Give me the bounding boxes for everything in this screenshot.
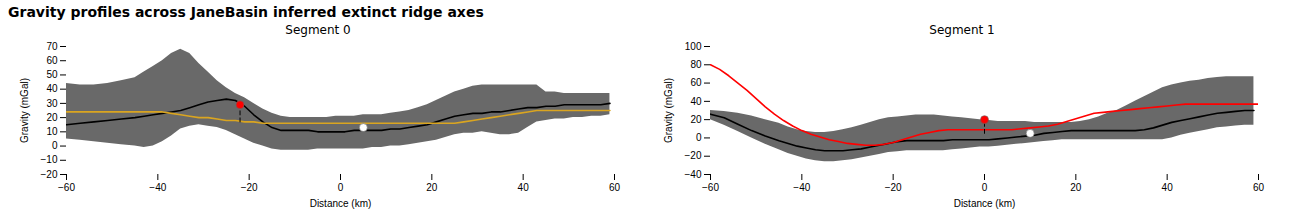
svg-text:20: 20: [1070, 182, 1082, 193]
svg-text:60: 60: [1253, 182, 1265, 193]
svg-text:−40: −40: [793, 182, 810, 193]
svg-text:20: 20: [46, 112, 58, 123]
html-text:Segment 1: Segment 1: [929, 23, 995, 37]
html-text:Segment 0: Segment 0: [285, 23, 351, 37]
svg-text:−20: −20: [41, 169, 58, 180]
svg-text:−60: −60: [702, 182, 719, 193]
svg-text:10: 10: [46, 126, 58, 137]
svg-text:−20: −20: [241, 182, 258, 193]
svg-text:Distance (km): Distance (km): [310, 198, 372, 209]
svg-text:70: 70: [46, 41, 58, 52]
svg-text:−20: −20: [885, 182, 902, 193]
svg-text:0: 0: [52, 140, 58, 151]
svg-text:Gravity (mGal): Gravity (mGal): [663, 78, 674, 143]
svg-text:80: 80: [690, 59, 702, 70]
svg-text:60: 60: [46, 55, 58, 66]
svg-text:40: 40: [518, 182, 530, 193]
svg-text:−20: −20: [685, 150, 702, 161]
svg-text:40: 40: [1162, 182, 1174, 193]
svg-text:60: 60: [609, 182, 621, 193]
svg-text:40: 40: [46, 83, 58, 94]
html-text:Gravity profiles across JaneBa: Gravity profiles across JaneBasin inferr…: [8, 4, 484, 20]
svg-text:100: 100: [685, 41, 702, 52]
svg-text:20: 20: [690, 114, 702, 125]
svg-text:50: 50: [46, 69, 58, 80]
svg-text:−40: −40: [685, 169, 702, 180]
svg-text:20: 20: [426, 182, 438, 193]
svg-text:0: 0: [982, 182, 988, 193]
svg-text:−10: −10: [41, 154, 58, 165]
svg-text:30: 30: [46, 98, 58, 109]
svg-text:0: 0: [696, 132, 702, 143]
svg-text:40: 40: [690, 96, 702, 107]
svg-text:0: 0: [338, 182, 344, 193]
svg-text:Gravity (mGal): Gravity (mGal): [19, 78, 30, 143]
svg-text:−60: −60: [58, 182, 75, 193]
svg-text:60: 60: [690, 77, 702, 88]
svg-text:−40: −40: [149, 182, 166, 193]
svg-text:Distance (km): Distance (km): [954, 198, 1016, 209]
